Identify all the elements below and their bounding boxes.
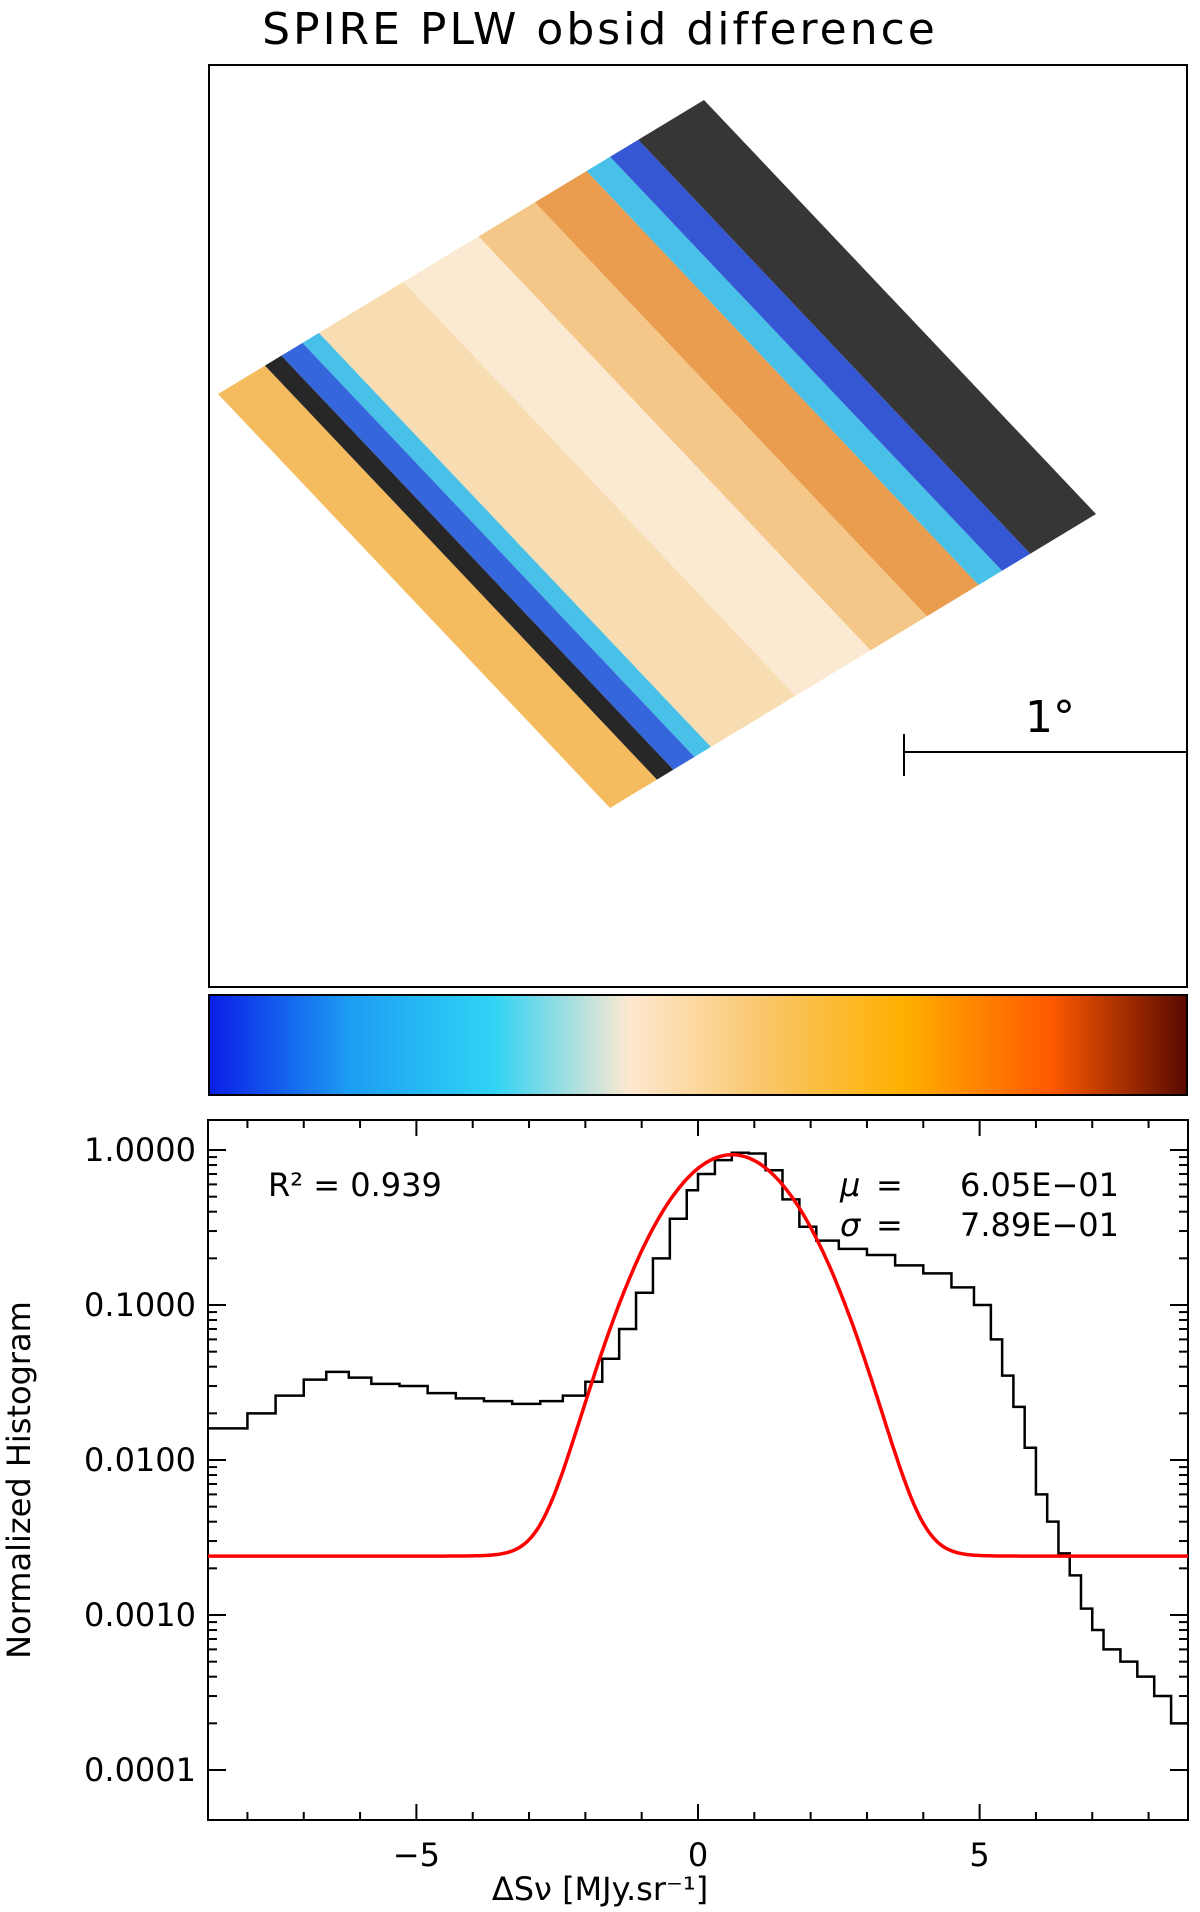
y-tick-label: 0.0001 [84, 1751, 196, 1789]
map-band [586, 156, 1003, 586]
difference-map: 1° [208, 64, 1188, 988]
sigma-value: 7.89E−01 [960, 1206, 1119, 1244]
map-band [638, 100, 1096, 554]
map-bands [218, 100, 1096, 808]
difference-map-image: 1° [218, 100, 1186, 808]
map-band [403, 236, 871, 696]
y-tick-label: 0.0100 [84, 1441, 196, 1479]
map-band [534, 171, 979, 617]
mu-value: 6.05E−01 [960, 1166, 1119, 1204]
colorbar [208, 994, 1188, 1096]
x-tick-label: 5 [969, 1836, 989, 1874]
map-band [264, 355, 674, 780]
y-tick-label: 0.0010 [84, 1596, 196, 1634]
r2-annotation: R² = 0.939 [268, 1166, 442, 1204]
x-tick-label: 0 [688, 1836, 708, 1874]
map-band [281, 342, 695, 770]
axis-ticks: −5 0 5 1.0000 0.1000 0.0100 0.0010 0.0001 [84, 1120, 1188, 1874]
sigma-eq: = [876, 1206, 903, 1244]
series-layer [208, 1151, 1188, 1725]
y-tick-label: 1.0000 [84, 1131, 196, 1169]
plot-title: SPIRE PLW obsid difference [262, 4, 938, 55]
x-tick-label: −5 [393, 1836, 440, 1874]
gaussian-fit-line [208, 1152, 1188, 1558]
map-band [318, 281, 796, 747]
mu-eq: = [876, 1166, 903, 1204]
map-band [302, 332, 711, 757]
map-band [478, 202, 927, 651]
sigma-symbol: σ [840, 1206, 862, 1244]
scale-bar-label: 1° [1025, 692, 1075, 743]
map-band [610, 139, 1031, 571]
mu-symbol: μ [839, 1166, 860, 1204]
histogram-chart: −5 0 5 1.0000 0.1000 0.0100 0.0010 0.0001 R² = … [0, 1119, 1189, 1908]
y-axis-label: Normalized Histogram [0, 1301, 38, 1659]
y-tick-label: 0.1000 [84, 1286, 196, 1324]
histogram-line [208, 1151, 1188, 1725]
map-band [218, 365, 657, 808]
x-axis-label: ΔSν [MJy.sr⁻¹] [492, 1870, 708, 1908]
